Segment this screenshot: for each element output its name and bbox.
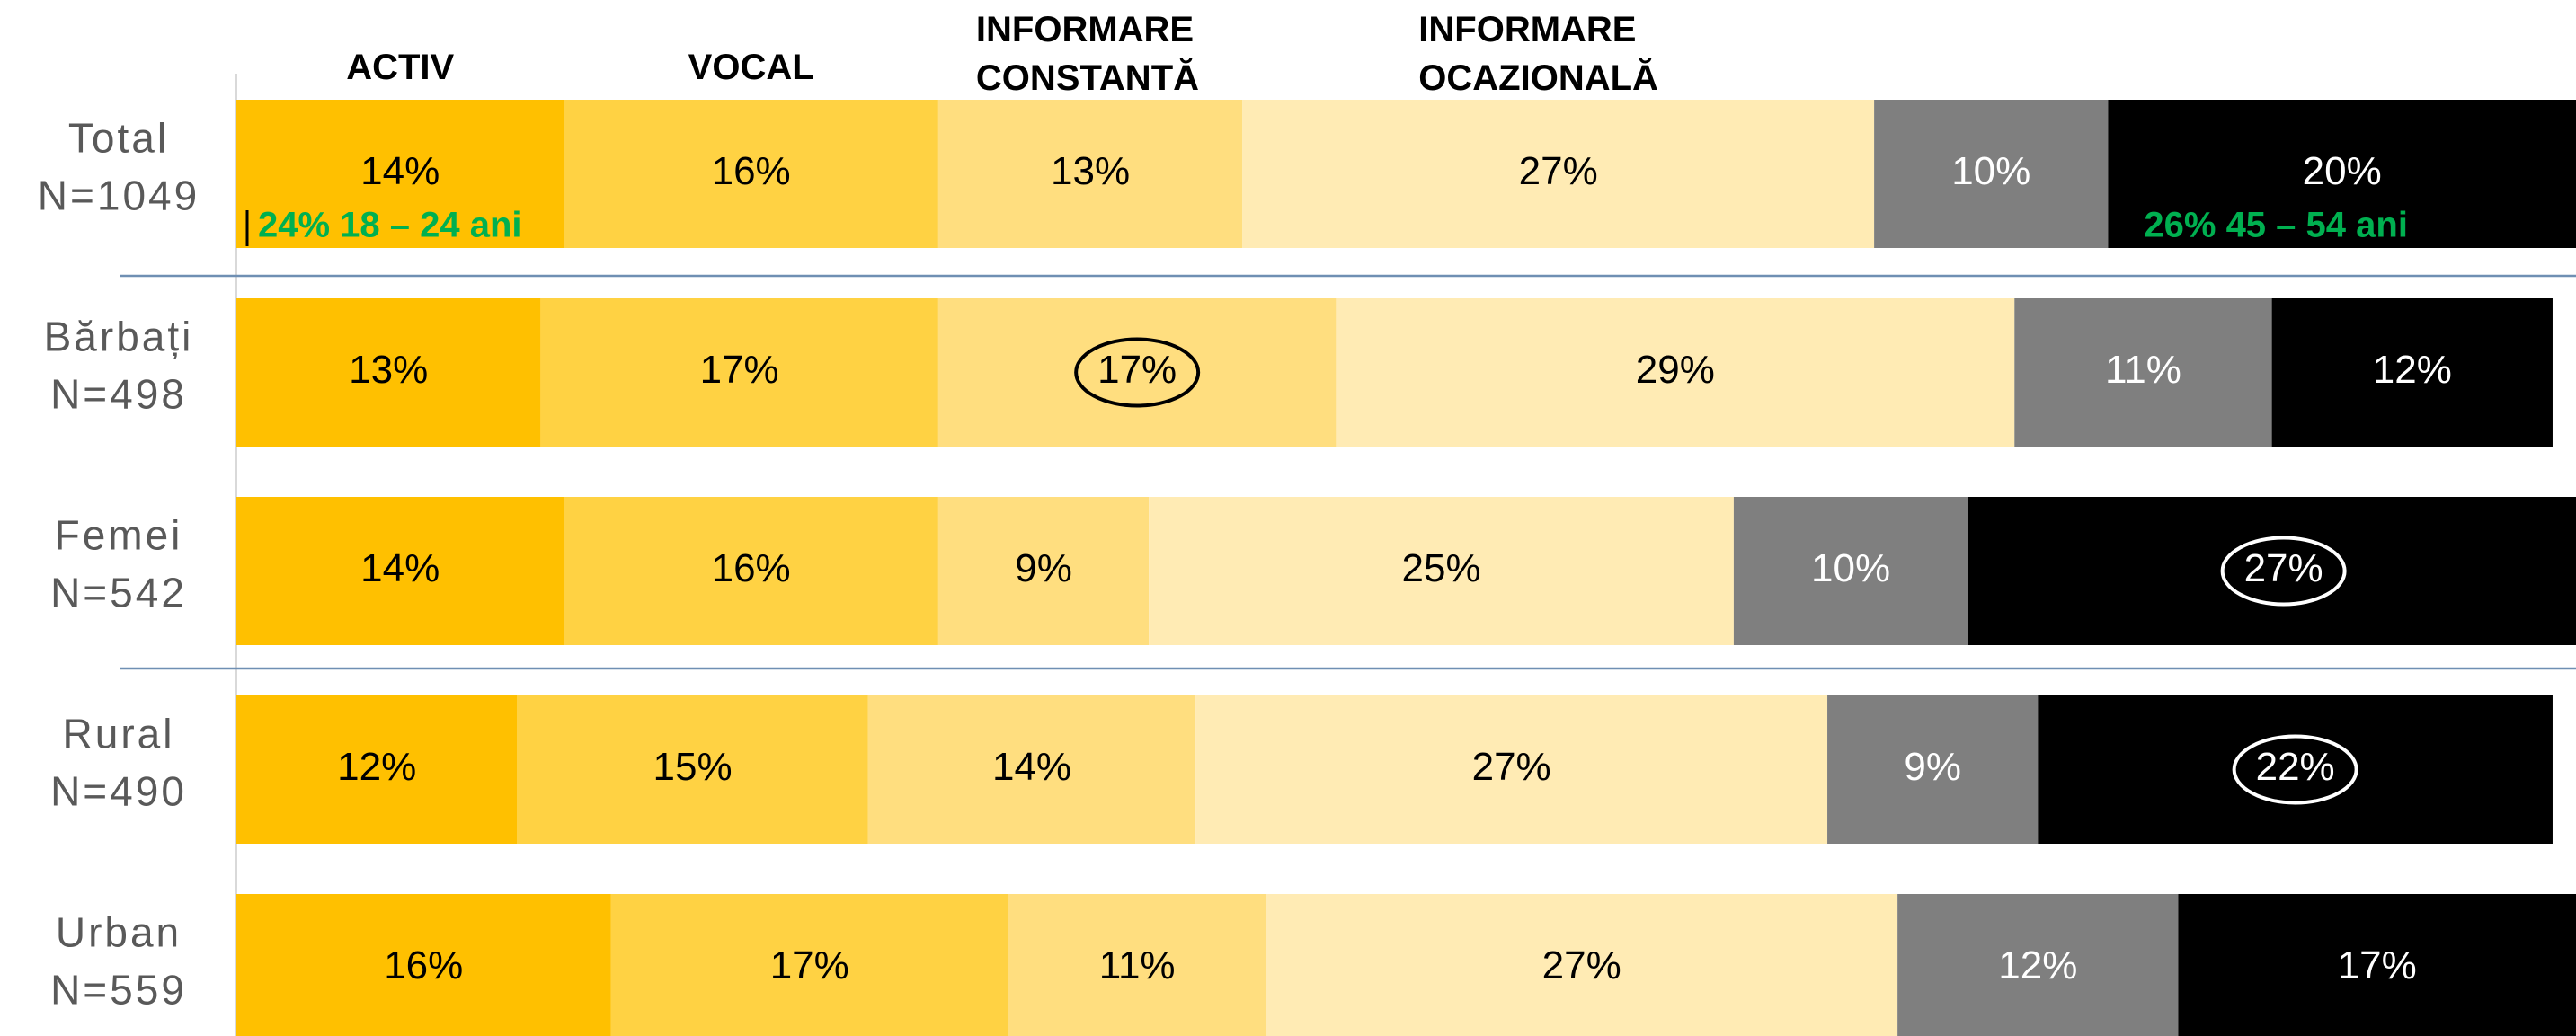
bar-segment bbox=[236, 894, 611, 1036]
bar-segment bbox=[1242, 100, 1875, 248]
bar-segment bbox=[2108, 100, 2576, 248]
row-label: Urban bbox=[56, 909, 182, 956]
bar-segment bbox=[1733, 497, 1968, 645]
value-label: 22% bbox=[2256, 745, 2335, 789]
bar-segment bbox=[564, 497, 938, 645]
row-label: Rural bbox=[63, 711, 175, 757]
bar-segment bbox=[236, 100, 564, 248]
legend-label: ACTIV bbox=[346, 48, 455, 87]
bar-segment bbox=[2038, 695, 2553, 844]
value-label: 16% bbox=[384, 943, 463, 987]
bar-segment bbox=[1897, 894, 2179, 1036]
bar-segment bbox=[236, 497, 564, 645]
value-label: 14% bbox=[992, 745, 1071, 789]
value-label: 20% bbox=[2303, 149, 2382, 193]
bar-segment bbox=[610, 894, 1008, 1036]
bar-segment bbox=[1968, 497, 2576, 645]
value-label: 12% bbox=[337, 745, 416, 789]
value-label: 27% bbox=[1542, 943, 1621, 987]
bar-segment bbox=[2014, 298, 2272, 447]
value-label: 13% bbox=[349, 348, 428, 392]
annotation: 26% 45 – 54 ani bbox=[2144, 206, 2408, 245]
value-label: 14% bbox=[360, 149, 440, 193]
value-label: 29% bbox=[1636, 348, 1715, 392]
value-label: 25% bbox=[1402, 546, 1481, 590]
bar-segment bbox=[1827, 695, 2039, 844]
value-label: 10% bbox=[1811, 546, 1890, 590]
row-label: Bărbați bbox=[44, 314, 194, 360]
row-sample-size: N=1049 bbox=[38, 173, 200, 219]
value-label: 27% bbox=[2244, 546, 2323, 590]
value-label: 17% bbox=[2338, 943, 2417, 987]
value-label: 15% bbox=[653, 745, 733, 789]
bar-segment bbox=[937, 100, 1243, 248]
bar-segment bbox=[1008, 894, 1266, 1036]
value-label: 11% bbox=[1099, 943, 1176, 987]
highlight-circle bbox=[1074, 337, 1201, 408]
value-label: 16% bbox=[712, 546, 791, 590]
value-label: 9% bbox=[1904, 745, 1961, 789]
value-label: 17% bbox=[700, 348, 779, 392]
value-label: 13% bbox=[1051, 149, 1130, 193]
legend-label: INFORMARE CONSTANTĂ bbox=[975, 10, 1200, 98]
bar-segment bbox=[236, 695, 518, 844]
bar-segment bbox=[1266, 894, 1898, 1036]
annotation: 24% 18 – 24 ani bbox=[258, 206, 522, 245]
value-label: 27% bbox=[1519, 149, 1598, 193]
row-sample-size: N=498 bbox=[50, 371, 187, 418]
row-label: Femei bbox=[55, 512, 183, 559]
highlight-circle bbox=[2232, 734, 2358, 805]
bar-segment bbox=[1874, 100, 2109, 248]
bar-segment bbox=[540, 298, 938, 447]
row-label: Total bbox=[68, 115, 169, 162]
value-label: 12% bbox=[1998, 943, 2077, 987]
legend-label: INFORMARE OCAZIONALĂ bbox=[1418, 10, 1658, 98]
bar-segment bbox=[1336, 298, 2015, 447]
row-sample-size: N=542 bbox=[50, 570, 187, 616]
bar-segment bbox=[937, 497, 1150, 645]
bar-segment bbox=[1149, 497, 1734, 645]
row-sample-size: N=559 bbox=[50, 967, 187, 1014]
value-label: 16% bbox=[712, 149, 791, 193]
value-label: 17% bbox=[770, 943, 849, 987]
highlight-circle bbox=[2220, 536, 2347, 607]
bar-segment bbox=[867, 695, 1196, 844]
value-label: 10% bbox=[1951, 149, 2030, 193]
value-label: 14% bbox=[360, 546, 440, 590]
bar-segment bbox=[236, 298, 541, 447]
row-sample-size: N=490 bbox=[50, 768, 187, 815]
bar-segment bbox=[564, 100, 938, 248]
value-label: 9% bbox=[1015, 546, 1072, 590]
bar-segment bbox=[2178, 894, 2576, 1036]
legend-label: VOCAL bbox=[688, 48, 814, 87]
value-label: 12% bbox=[2373, 348, 2452, 392]
bar-segment bbox=[2271, 298, 2553, 447]
bar-segment bbox=[517, 695, 868, 844]
value-label: 27% bbox=[1472, 745, 1551, 789]
bar-segment bbox=[937, 298, 1337, 447]
bar-segment bbox=[1195, 695, 1828, 844]
value-label: 17% bbox=[1097, 348, 1177, 392]
value-label: 11% bbox=[2105, 348, 2181, 392]
